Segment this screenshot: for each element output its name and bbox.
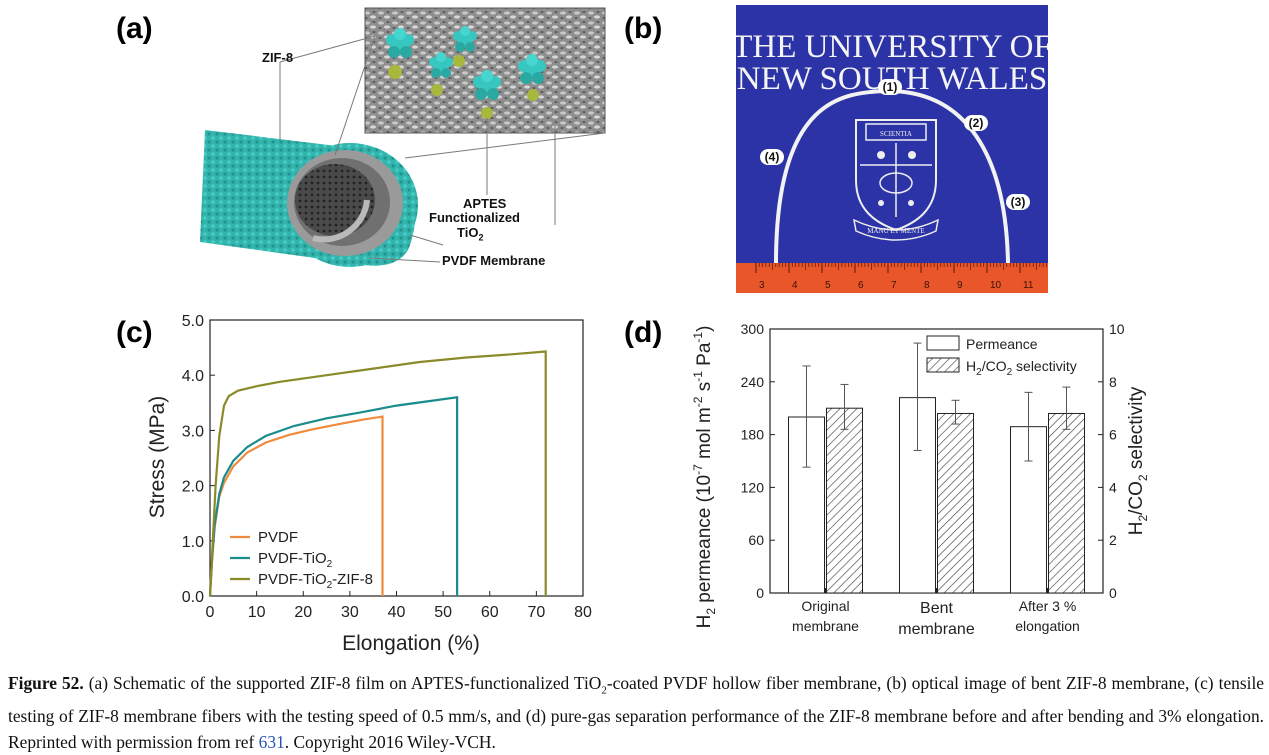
- c-y-tick-label: 4.0: [182, 368, 204, 385]
- c-x-tick-label: 50: [434, 604, 452, 621]
- panel-b-letter: (b): [624, 12, 663, 45]
- ruler-tick-label: 4: [792, 280, 798, 291]
- bar-selectivity: [937, 412, 974, 594]
- panel-c-letter: (c): [116, 316, 153, 349]
- ruler-tick-label: 8: [924, 280, 930, 291]
- d-right-tick-label: 0: [1109, 585, 1117, 601]
- ruler: [736, 263, 1048, 293]
- legend-label-pvdf: PVDF: [258, 529, 298, 546]
- caption-text-2: -coated PVDF hollow fiber membrane, (b) …: [8, 673, 1265, 753]
- c-y-tick-label: 2.0: [182, 479, 204, 496]
- d-left-tick-label: 180: [741, 427, 765, 443]
- c-y-axis-label: Stress (MPa): [146, 396, 169, 519]
- c-x-axis-label: Elongation (%): [342, 632, 480, 655]
- c-x-tick-label: 70: [527, 604, 545, 621]
- series-line-pvdf: [208, 415, 384, 597]
- fiber-schematic: [200, 7, 606, 267]
- hollow-fiber: [200, 130, 418, 267]
- c-y-tick-label: 1.0: [182, 534, 204, 551]
- label-aptes: APTES: [463, 196, 507, 211]
- c-x-tick-label: 80: [574, 604, 592, 621]
- bent-membrane-photo: THE UNIVERSITY OF NEW SOUTH WALES SCIENT…: [736, 5, 1048, 293]
- caption-ref-link[interactable]: 631: [258, 732, 285, 753]
- panel-d-letter: (d): [624, 316, 663, 349]
- crest-book-text: SCIENTIA: [880, 130, 912, 138]
- bar-selectivity: [1048, 412, 1085, 594]
- figure-caption: Figure 52. (a) Schematic of the supporte…: [8, 670, 1264, 755]
- c-legend: PVDF PVDF-TiO2 PVDF-TiO2-ZIF-8: [230, 529, 373, 591]
- ruler-ticks: 3 4 5 6 7 8 9 10 11: [755, 263, 1047, 291]
- d-category-label: membrane: [898, 621, 975, 638]
- label-tio2: TiO2: [457, 225, 484, 243]
- ruler-tick-label: 6: [858, 280, 864, 291]
- crest-motto: MANU ET MENTE: [867, 227, 924, 235]
- d-left-axis-label: H2 permeance (10-7 mol m-2 s-1 Pa-1): [691, 326, 718, 629]
- ruler-tick-label: 10: [990, 280, 1002, 291]
- legend-label-pvdf-tio2: PVDF-TiO2: [258, 550, 333, 570]
- d-left-tick-label: 240: [741, 374, 765, 390]
- legend-label-permeance: Permeance: [966, 336, 1038, 352]
- caption-text-3: . Copyright 2016 Wiley-VCH.: [284, 732, 496, 753]
- university-crest: SCIENTIA MANU ET MENTE: [853, 119, 939, 241]
- ruler-tick-label: 11: [1023, 280, 1034, 291]
- d-left-tick-label: 0: [756, 585, 764, 601]
- label-pvdf-membrane: PVDF Membrane: [442, 253, 546, 268]
- marker-4: (4): [765, 150, 780, 164]
- d-left-tick-label: 300: [741, 321, 765, 337]
- d-left-tick-label: 120: [741, 479, 765, 495]
- c-y-tick-label: 5.0: [182, 313, 204, 330]
- d-right-tick-label: 2: [1109, 532, 1117, 548]
- legend-label-selectivity: H2/CO2 selectivity: [966, 358, 1077, 378]
- panel-a-letter: (a): [116, 12, 153, 45]
- d-category-label: membrane: [792, 618, 859, 634]
- legend-label-pvdf-tio2-zif8: PVDF-TiO2-ZIF-8: [258, 571, 373, 591]
- series-line-pvdf-tio2-zif8: [208, 350, 547, 597]
- ruler-tick-label: 9: [957, 280, 963, 291]
- photo-banner-line1: THE UNIVERSITY OF: [736, 29, 1048, 65]
- marker-1: (1): [883, 80, 898, 94]
- d-category-label: Bent: [920, 600, 953, 617]
- series-line-pvdf-tio2: [208, 396, 459, 597]
- d-category-label: elongation: [1015, 618, 1080, 634]
- permeance-chart: H2 permeance (10-7 mol m-2 s-1 Pa-1) H2/…: [691, 321, 1150, 638]
- c-x-tick-label: 30: [341, 604, 359, 621]
- callout-lines: [279, 35, 606, 263]
- label-zif8: ZIF-8: [262, 50, 294, 65]
- d-category-label: After 3 %: [1019, 598, 1077, 614]
- c-x-tick-label: 20: [294, 604, 312, 621]
- bar-selectivity: [826, 407, 863, 594]
- legend-swatch-permeance: [926, 335, 960, 351]
- d-right-tick-label: 8: [1109, 374, 1117, 390]
- fiber-markers: (1) (2) (3) (4): [760, 79, 1030, 210]
- d-category-label: Original: [801, 598, 849, 614]
- marker-2: (2): [969, 116, 984, 130]
- ruler-tick-label: 5: [825, 280, 831, 291]
- label-functionalized: Functionalized: [429, 210, 520, 225]
- d-right-tick-label: 6: [1109, 427, 1117, 443]
- d-right-tick-label: 4: [1109, 479, 1117, 495]
- c-y-tick-label: 3.0: [182, 423, 204, 440]
- c-x-tick-label: 0: [206, 604, 215, 621]
- marker-3: (3): [1011, 195, 1026, 209]
- legend-swatch-selectivity: [926, 357, 960, 373]
- tensile-chart: Elongation (%) Stress (MPa) 0 10 20 30 40 50 6…: [146, 313, 592, 655]
- d-legend: Permeance H2/CO2 selectivity: [926, 335, 1077, 378]
- c-y-tick-label: 0.0: [182, 589, 204, 606]
- c-x-tick-label: 60: [481, 604, 499, 621]
- caption-figure-label: Figure 52.: [8, 673, 84, 693]
- c-x-tick-label: 40: [388, 604, 406, 621]
- zif8-crystals: [386, 26, 546, 119]
- ruler-tick-label: 3: [759, 280, 765, 291]
- caption-sub: 2: [601, 684, 607, 697]
- d-right-axis-label: H2/CO2 selectivity: [1126, 386, 1150, 535]
- c-x-tick-label: 10: [248, 604, 266, 621]
- d-left-tick-label: 60: [748, 532, 764, 548]
- d-right-tick-label: 10: [1109, 321, 1125, 337]
- caption-text-1: (a) Schematic of the supported ZIF-8 fil…: [83, 673, 602, 693]
- ruler-tick-label: 7: [891, 280, 897, 291]
